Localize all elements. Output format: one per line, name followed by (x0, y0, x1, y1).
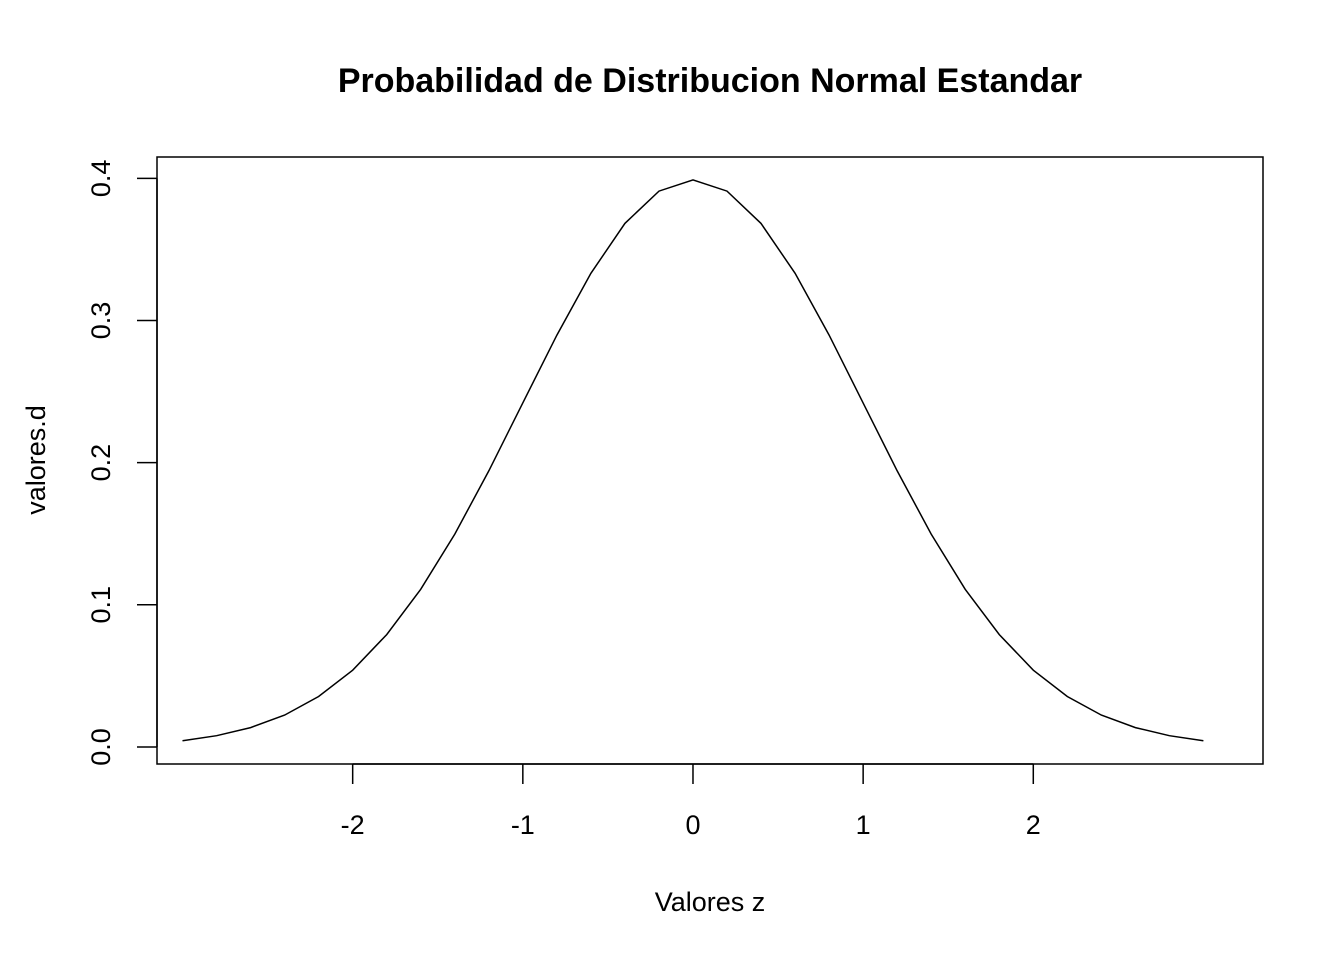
density-curve-line (182, 179, 1204, 742)
x-tick-label: -2 (341, 810, 365, 840)
x-tick-label: -1 (511, 810, 535, 840)
y-tick-label: 0.4 (86, 160, 116, 198)
x-tick-label: 2 (1026, 810, 1041, 840)
x-axis: -2 -1 0 1 2 (341, 763, 1041, 840)
y-axis-title: valores.d (21, 405, 51, 515)
x-tick-label: 0 (685, 810, 700, 840)
plot-frame (156, 156, 1264, 765)
y-tick-label: 0.3 (86, 302, 116, 340)
chart-title: Probabilidad de Distribucion Normal Esta… (338, 62, 1082, 100)
y-tick-label: 0.2 (86, 444, 116, 482)
x-tick-label: 1 (856, 810, 871, 840)
y-tick-label: 0.1 (86, 586, 116, 624)
y-tick-label: 0.0 (86, 728, 116, 766)
x-axis-title: Valores z (655, 887, 766, 917)
y-axis: 0.0 0.1 0.2 0.3 0.4 (86, 160, 158, 766)
